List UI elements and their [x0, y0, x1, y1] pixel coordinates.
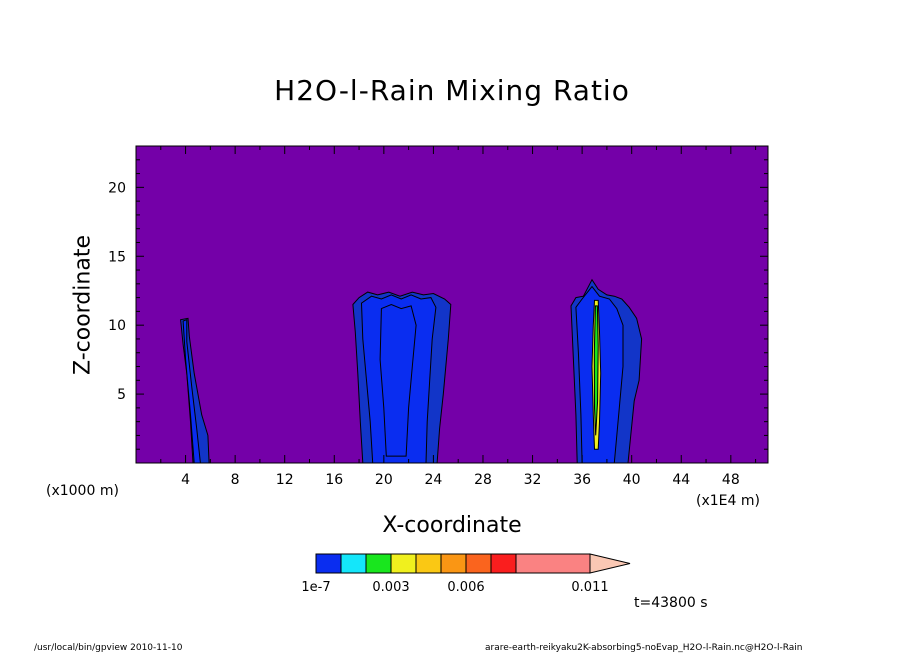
colorbar-segment: [340, 553, 367, 574]
x-axis-label: X-coordinate: [382, 513, 522, 538]
colorbar-label: 0.003: [372, 580, 409, 595]
colorbar-label: 0.011: [571, 580, 608, 595]
time-label: t=43800 s: [634, 595, 708, 611]
x-tick-label: 32: [524, 472, 542, 488]
y-tick-label: 20: [108, 180, 126, 196]
x-tick-label: 44: [672, 472, 690, 488]
x-axis-unit-right: (x1E4 m): [696, 493, 760, 509]
x-tick-label: 36: [573, 472, 591, 488]
colorbar-segment: [490, 553, 517, 574]
x-axis-unit-left: (x1000 m): [46, 483, 119, 499]
x-tick-label: 4: [181, 472, 190, 488]
colorbar-extend-arrow: [589, 553, 631, 574]
colorbar-segment: [440, 553, 467, 574]
plot-background: [136, 146, 768, 463]
footer-left: /usr/local/bin/gpview 2010-11-10: [34, 643, 183, 653]
x-tick-label: 20: [375, 472, 393, 488]
y-tick-label: 10: [108, 318, 126, 334]
colorbar-segment: [390, 553, 417, 574]
x-tick-label: 48: [722, 472, 740, 488]
x-tick-label: 8: [231, 472, 240, 488]
cell-center-core: [379, 303, 417, 457]
colorbar-segment: [465, 553, 492, 574]
x-tick-label: 28: [474, 472, 492, 488]
y-axis-label: Z-coordinate: [70, 235, 96, 375]
plot-frame: [135, 145, 769, 464]
cell-left-inner: [182, 318, 201, 464]
x-tick-label: 40: [623, 472, 641, 488]
footer-right: arare-earth-reikyaku2K-absorbing5-noEvap…: [485, 643, 803, 653]
colorbar-segment: [365, 553, 392, 574]
colorbar-segment: [415, 553, 442, 574]
x-tick-label: 12: [276, 472, 294, 488]
colorbar-segment: [315, 553, 342, 574]
y-tick-label: 5: [117, 387, 126, 403]
cell-right-green: [593, 305, 599, 436]
colorbar-label: 0.006: [447, 580, 484, 595]
colorbar-label: 1e-7: [301, 580, 330, 595]
x-tick-label: 24: [424, 472, 442, 488]
x-tick-label: 16: [325, 472, 343, 488]
colorbar-segment: [515, 553, 591, 574]
y-tick-label: 15: [108, 249, 126, 265]
chart-title: H2O-l-Rain Mixing Ratio: [274, 74, 630, 107]
